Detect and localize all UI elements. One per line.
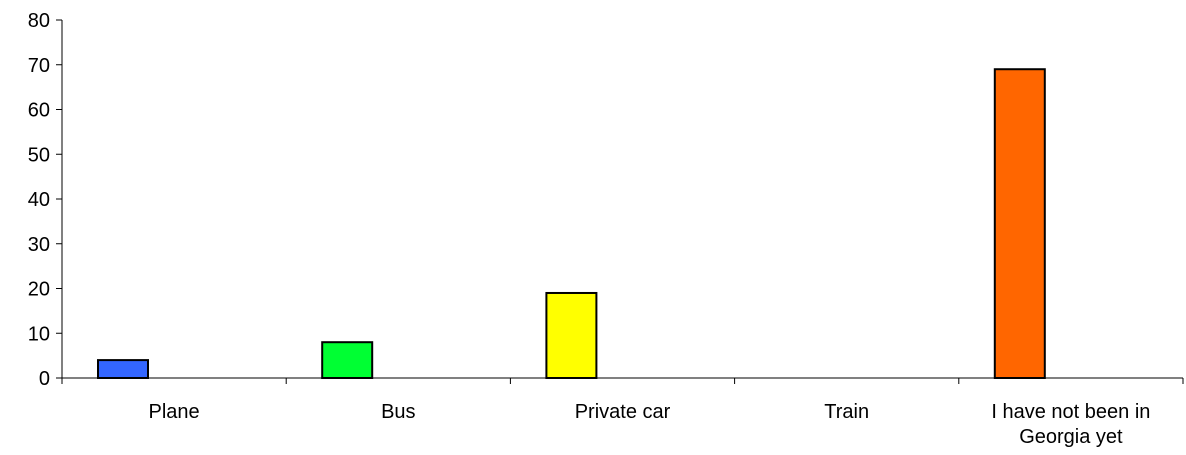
y-tick-label: 10 (28, 323, 50, 345)
y-tick-label: 60 (28, 100, 50, 122)
bar (97, 359, 149, 380)
x-category-label: Plane (149, 401, 200, 423)
bar (545, 291, 598, 380)
x-category-label: Bus (381, 401, 415, 423)
x-category-label: Private car (575, 401, 671, 423)
bar (321, 341, 374, 380)
x-category-label: I have not been in (991, 401, 1150, 423)
x-category-label: Train (824, 401, 869, 423)
x-category-label: Georgia yet (1019, 426, 1123, 448)
bar (993, 68, 1046, 379)
y-tick-label: 50 (28, 144, 50, 166)
y-tick-label: 0 (39, 368, 50, 390)
y-tick-label: 30 (28, 234, 50, 256)
y-tick-label: 20 (28, 279, 50, 301)
y-tick-label: 80 (28, 10, 50, 32)
y-tick-label: 70 (28, 55, 50, 77)
y-tick-label: 40 (28, 189, 50, 211)
